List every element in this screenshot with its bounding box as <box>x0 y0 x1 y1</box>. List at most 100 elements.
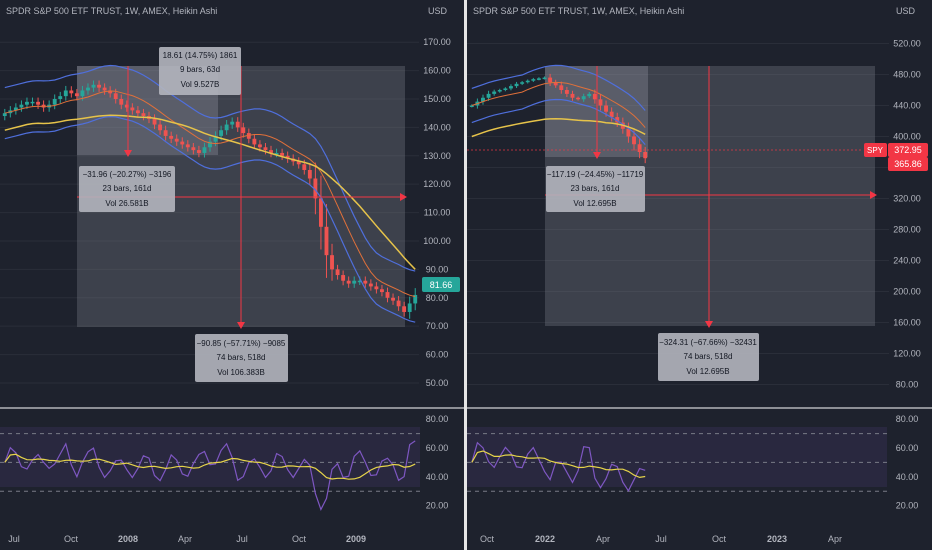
right-rsi-axis[interactable]: 80.00 60.00 40.00 20.00 <box>896 414 919 510</box>
candle-body <box>52 98 57 105</box>
candle-body <box>413 294 418 304</box>
candle-body <box>492 91 497 94</box>
left-rsi-axis[interactable]: 80.00 60.00 40.00 20.00 <box>426 414 449 510</box>
candle-body <box>69 90 74 94</box>
candle-body <box>536 78 541 80</box>
candle-body <box>508 86 513 89</box>
candle-body <box>296 161 301 165</box>
bollinger-lower <box>4 115 416 323</box>
candle-body <box>330 255 334 270</box>
candle-body <box>363 280 368 284</box>
right-measure-arrow-down <box>705 321 713 328</box>
candle-body <box>559 85 564 90</box>
price-tick-label: 160.00 <box>893 318 921 328</box>
candle-body <box>592 93 597 100</box>
rsi-tick-label: 80.00 <box>896 414 919 424</box>
right-ticker-badge: SPY <box>864 143 887 157</box>
candle-body <box>380 289 384 293</box>
candle-body <box>63 90 68 97</box>
candle-body <box>391 297 395 301</box>
moving-average-fast <box>4 90 416 298</box>
left-measure-label-top: 18.61 (14.75%) 1861 9 bars, 63d Vol 9.52… <box>159 47 241 95</box>
panel-divider[interactable] <box>464 0 467 550</box>
left-measure-arrow-down <box>237 322 245 329</box>
rsi-line <box>4 440 416 512</box>
left-chart-panel[interactable]: 18.61 (14.75%) 1861 9 bars, 63d Vol 9.52… <box>0 0 464 550</box>
price-tick-label: 60.00 <box>426 350 449 360</box>
candle-body <box>368 283 373 287</box>
left-last-price-text: 81.66 <box>430 280 453 290</box>
candle-body <box>632 136 636 145</box>
candle-body <box>318 198 323 227</box>
price-tick-label: 240.00 <box>893 256 921 266</box>
right-indicator-lines <box>471 64 646 145</box>
time-tick-label: Apr <box>828 534 842 544</box>
price-tick-label: 70.00 <box>426 321 449 331</box>
candle-body <box>30 101 35 104</box>
right-measure-mid-line2: 23 bars, 161d <box>571 184 620 193</box>
candle-body <box>564 90 569 94</box>
right-rsi-lines <box>471 441 646 493</box>
price-tick-label: 140.00 <box>423 122 451 132</box>
price-tick-label: 200.00 <box>893 287 921 297</box>
rsi-tick-label: 20.00 <box>896 501 919 511</box>
price-tick-label: 120.00 <box>423 179 451 189</box>
right-measure-arrow-right <box>870 191 877 199</box>
price-tick-label: 100.00 <box>423 236 451 246</box>
candle-body <box>86 87 90 91</box>
candle-body <box>497 90 502 92</box>
candle-body <box>402 306 407 312</box>
right-price-axis[interactable]: 520.00480.00440.00400.00360.00320.00280.… <box>893 39 921 390</box>
candle-body <box>643 152 648 159</box>
price-tick-label: 320.00 <box>893 194 921 204</box>
left-measure-bottom-line2: 74 bars, 518d <box>217 353 266 362</box>
price-tick-label: 150.00 <box>423 94 451 104</box>
right-ticker-text: SPY <box>867 146 884 155</box>
right-last-price-text: 372.95 <box>894 145 922 155</box>
rsi-tick-label: 60.00 <box>426 443 449 453</box>
left-price-axis[interactable]: 170.00 160.00 150.00 140.00 130.00 120.00 110.… <box>423 37 451 388</box>
candle-body <box>335 269 340 276</box>
moving-average-slow <box>471 118 646 138</box>
left-measure-top-line3: Vol 9.527B <box>181 80 220 89</box>
candle-body <box>2 113 7 117</box>
candle-body <box>169 135 174 139</box>
candle-body <box>553 82 558 86</box>
candle-body <box>263 147 268 151</box>
bollinger-lower <box>471 98 646 145</box>
candle-body <box>481 97 485 102</box>
candle-body <box>598 99 603 106</box>
rsi-tick-label: 80.00 <box>426 414 449 424</box>
right-measure-arrow-small <box>593 152 601 159</box>
price-tick-label: 80.00 <box>896 380 919 390</box>
candle-body <box>163 130 168 136</box>
right-rsi-band <box>467 427 887 487</box>
left-measure-label-mid: −31.96 (−20.27%) −3196 23 bars, 161d Vol… <box>79 166 175 212</box>
candle-body <box>235 121 240 128</box>
candle-body <box>196 150 201 153</box>
left-measure-arrow-small <box>124 150 132 157</box>
candle-body <box>637 144 642 152</box>
candle-body <box>25 101 29 105</box>
candle-body <box>257 144 262 148</box>
left-time-axis[interactable]: Jul Oct 2008 Apr Jul Oct 2009 <box>8 534 366 544</box>
left-measure-mid-line1: −31.96 (−20.27%) −3196 <box>83 170 172 179</box>
right-chart-panel[interactable]: −117.19 (−24.45%) −11719 23 bars, 161d V… <box>467 0 932 550</box>
bollinger-upper <box>4 64 416 272</box>
right-currency-label: USD <box>896 6 916 16</box>
time-tick-label: 2009 <box>346 534 366 544</box>
candle-body <box>396 300 401 307</box>
candle-body <box>486 93 491 98</box>
candle-body <box>520 82 525 84</box>
right-candles <box>469 73 648 164</box>
right-time-axis[interactable]: Oct 2022 Apr Jul Oct 2023 Apr <box>480 534 842 544</box>
left-currency-label: USD <box>428 6 448 16</box>
candle-body <box>587 93 592 97</box>
left-last-price-badge: 81.66 <box>422 277 460 292</box>
candle-body <box>130 107 135 111</box>
time-tick-label: Apr <box>596 534 610 544</box>
candle-body <box>180 141 185 145</box>
price-tick-label: 170.00 <box>423 37 451 47</box>
candle-body <box>542 77 547 80</box>
